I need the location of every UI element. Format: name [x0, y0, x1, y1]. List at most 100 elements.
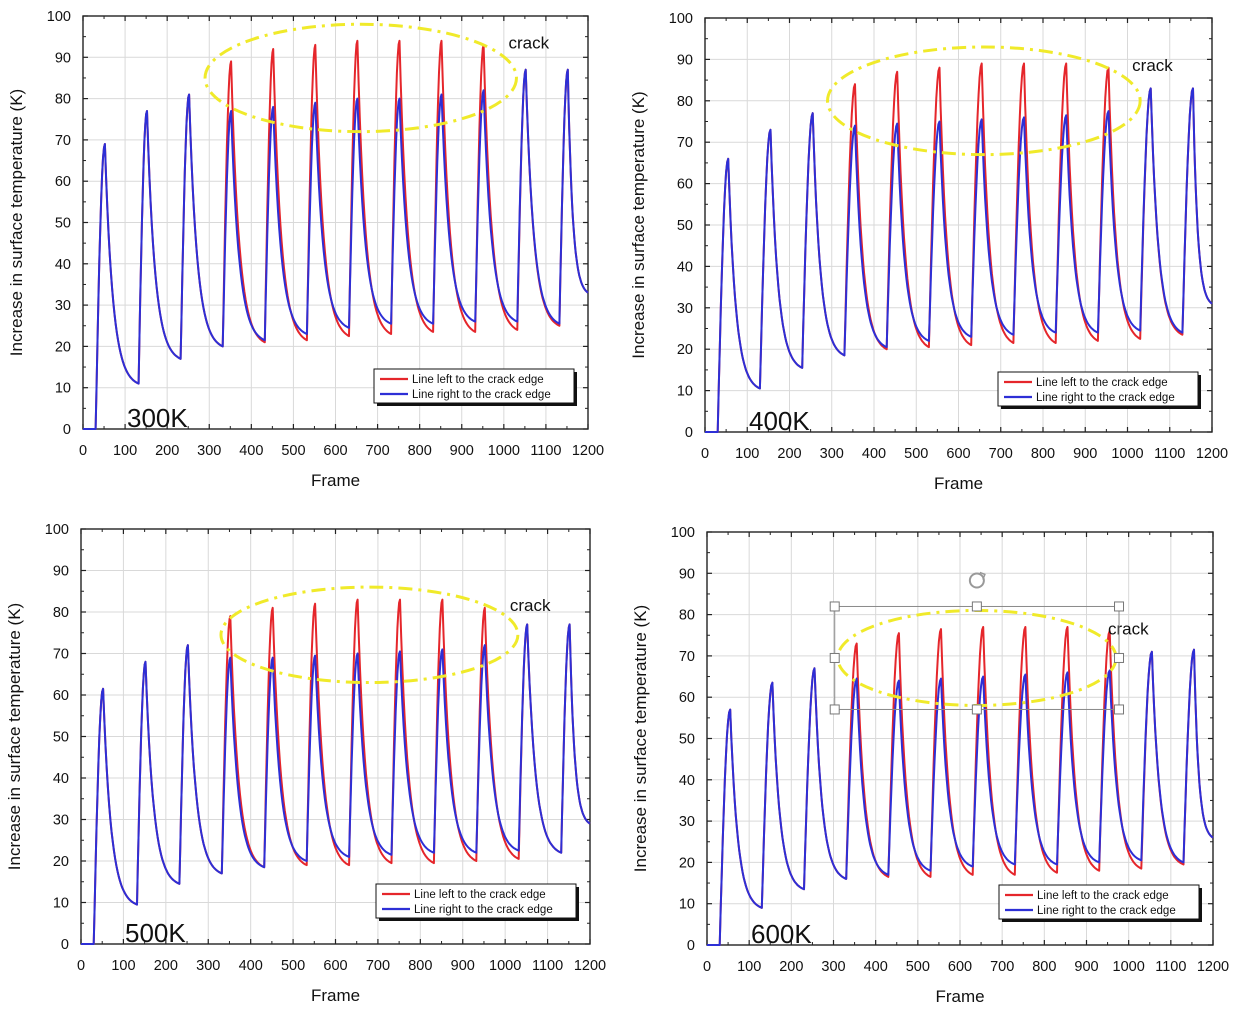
x-tick-label: 900: [1074, 959, 1098, 975]
x-tick-label: 0: [701, 446, 709, 462]
x-axis-label: Frame: [311, 986, 360, 1005]
x-tick-label: 200: [777, 446, 801, 462]
x-tick-label: 1100: [1155, 959, 1186, 975]
selection-box: [829, 571, 1125, 715]
y-tick-label: 30: [53, 813, 69, 829]
x-tick-label: 500: [904, 446, 928, 462]
legend-label-left: Line left to the crack edge: [1036, 377, 1168, 389]
x-axis-label: Frame: [311, 471, 360, 490]
legend-label-left: Line left to the crack edge: [412, 374, 544, 386]
selection-handle: [971, 601, 982, 612]
ticks: 0 100 200 300 400 500 600 700 800 900 1000 1100 1200…: [671, 525, 1229, 975]
x-tick-label: 1100: [532, 958, 563, 974]
grid: [704, 17, 1213, 433]
panel-label: 300K: [127, 403, 188, 433]
chart-panel-600k: 0 100 200 300 400 500 600 700 800 900 1000 1100 1200…: [631, 525, 1229, 1006]
y-tick-label: 20: [53, 854, 69, 870]
y-tick-label: 60: [679, 690, 695, 706]
crack-ellipse: [826, 45, 1142, 157]
crack-ellipse: [219, 585, 520, 685]
y-tick-label: 0: [63, 422, 71, 438]
selection-handle: [829, 601, 840, 612]
x-tick-label: 0: [79, 443, 87, 459]
x-tick-label: 0: [77, 958, 85, 974]
y-tick-label: 40: [53, 771, 69, 787]
y-tick-label: 20: [677, 342, 693, 358]
x-tick-label: 300: [197, 443, 221, 459]
panel-label: 400K: [749, 406, 810, 436]
y-tick-label: 40: [55, 257, 71, 273]
y-tick-label: 60: [55, 174, 71, 190]
ticks: 0 100 200 300 400 500 600 700 800 900 1000 1100 1200…: [47, 9, 604, 459]
x-tick-label: 200: [155, 443, 179, 459]
y-tick-label: 60: [53, 688, 69, 704]
y-tick-label: 70: [677, 135, 693, 151]
x-tick-label: 100: [111, 958, 135, 974]
selection-handle: [1114, 652, 1125, 663]
y-tick-label: 70: [679, 649, 695, 665]
legend-label-right: Line right to the crack edge: [1037, 905, 1176, 917]
x-tick-label: 500: [906, 959, 930, 975]
x-tick-label: 700: [990, 959, 1014, 975]
y-tick-label: 30: [55, 298, 71, 314]
crack-annotation: crack: [508, 33, 549, 52]
y-tick-label: 30: [677, 301, 693, 317]
x-tick-label: 600: [948, 959, 972, 975]
series-line-right: [707, 648, 1214, 946]
crack-annotation: crack: [1108, 619, 1149, 638]
selection-handle: [829, 704, 840, 715]
rotate-handle-circle: [968, 572, 985, 589]
crack-ellipse: [836, 608, 1118, 707]
legend-box: [997, 371, 1199, 407]
y-tick-label: 0: [685, 425, 693, 441]
crack-ellipse: [203, 22, 518, 134]
x-tick-label: 300: [820, 446, 844, 462]
y-tick-label: 50: [677, 218, 693, 234]
y-axis-label: Increase in surface temperature (K): [631, 605, 650, 872]
legend: Line left to the crack edge Line right to…: [375, 883, 579, 921]
x-tick-label: 800: [408, 958, 432, 974]
y-tick-label: 50: [55, 216, 71, 232]
grid: [82, 15, 589, 430]
x-tick-label: 100: [735, 446, 759, 462]
x-tick-label: 200: [154, 958, 178, 974]
y-tick-label: 80: [679, 608, 695, 624]
x-tick-label: 1000: [488, 443, 520, 459]
series-line-right: [83, 68, 589, 430]
x-tick-label: 400: [864, 959, 888, 975]
legend-label-left: Line left to the crack edge: [1037, 890, 1169, 902]
x-tick-label: 700: [365, 443, 389, 459]
y-tick-label: 90: [55, 50, 71, 66]
legend: Line left to the crack edge Line right to…: [997, 371, 1201, 409]
selection-handle: [971, 704, 982, 715]
x-tick-label: 1200: [1196, 446, 1228, 462]
legend-box: [373, 368, 575, 404]
y-tick-label: 30: [679, 814, 695, 830]
x-tick-label: 300: [196, 958, 220, 974]
crack-annotation: crack: [510, 596, 551, 615]
x-tick-label: 700: [366, 958, 390, 974]
x-tick-label: 500: [281, 443, 305, 459]
x-tick-label: 1000: [1113, 959, 1145, 975]
rotate-handle-arrow: [979, 571, 986, 580]
x-tick-label: 200: [779, 959, 803, 975]
y-tick-label: 0: [687, 938, 695, 954]
panel-label: 600K: [751, 919, 812, 949]
x-tick-label: 1200: [572, 443, 604, 459]
y-tick-label: 10: [53, 896, 69, 912]
x-axis-label: Frame: [934, 474, 983, 493]
x-tick-label: 900: [1073, 446, 1097, 462]
legend-label-right: Line right to the crack edge: [414, 904, 553, 916]
rotate-handle-icon: [968, 571, 986, 589]
y-axis-label: Increase in surface temperature (K): [7, 89, 26, 356]
y-tick-label: 80: [677, 94, 693, 110]
x-tick-label: 800: [1031, 446, 1055, 462]
grid: [706, 531, 1214, 946]
x-tick-label: 400: [862, 446, 886, 462]
x-tick-label: 1000: [1111, 446, 1143, 462]
legend-label-left: Line left to the crack edge: [414, 889, 546, 901]
legend-box: [998, 884, 1200, 920]
series-line-right: [81, 623, 591, 945]
y-tick-label: 50: [679, 732, 695, 748]
y-tick-label: 40: [677, 259, 693, 275]
